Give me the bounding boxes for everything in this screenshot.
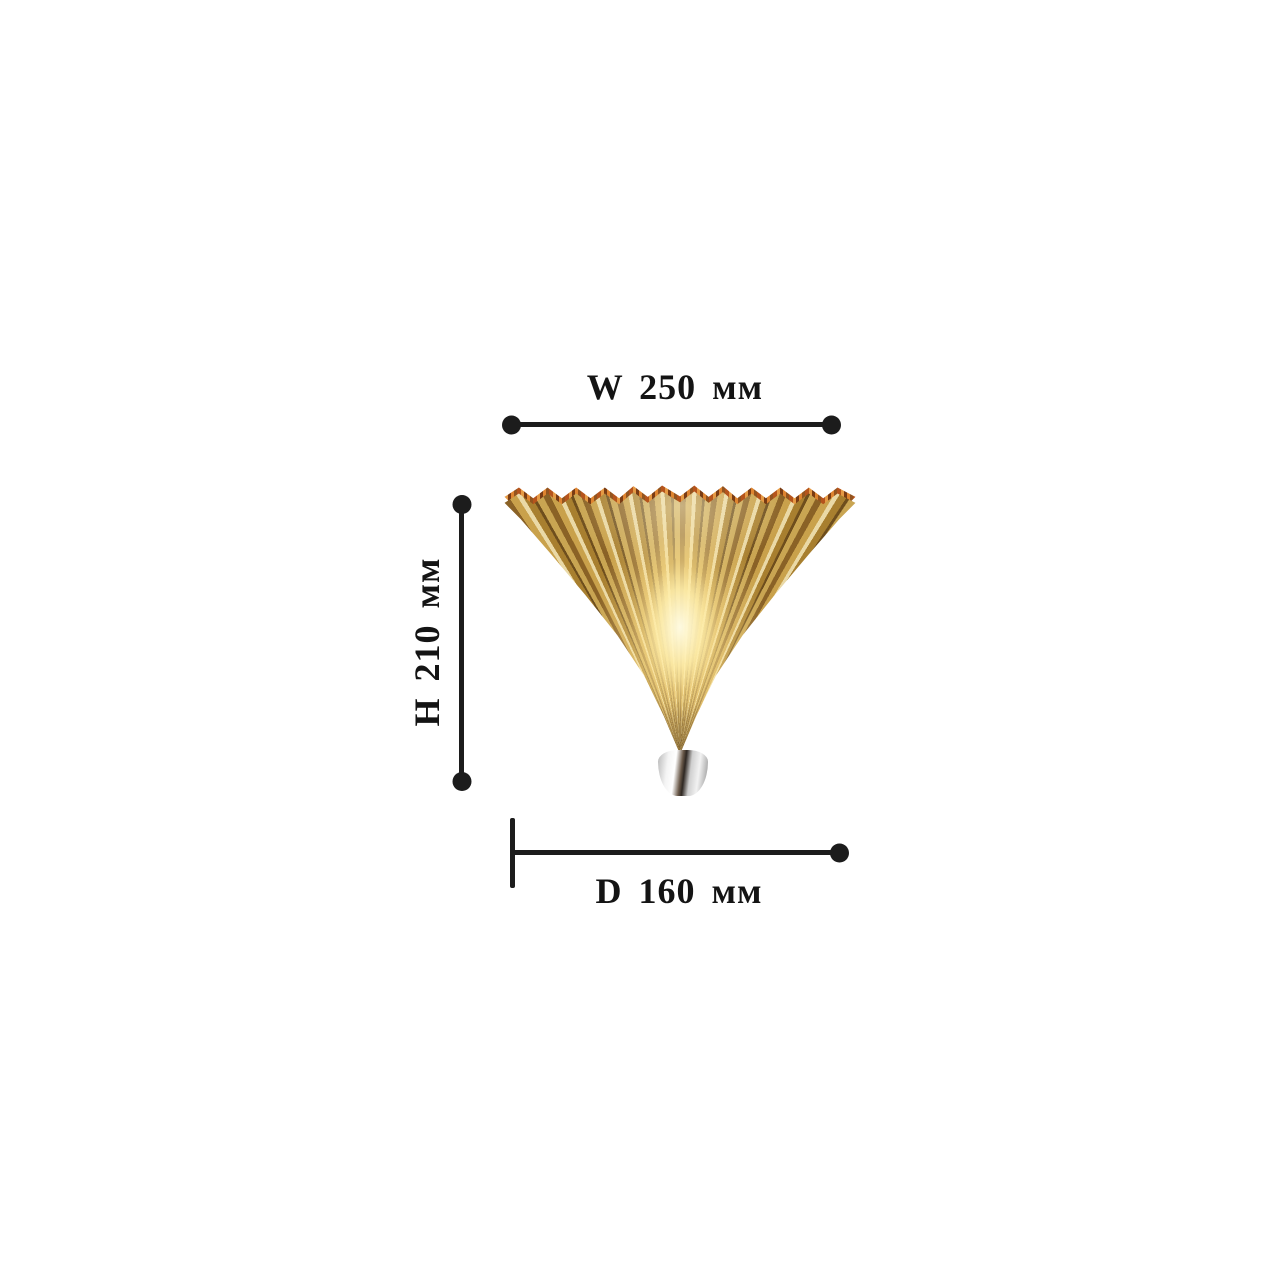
depth-label: D 160 мм <box>595 871 763 911</box>
width-label: W 250 мм <box>586 367 764 407</box>
dimension-endpoint-dot <box>452 495 471 514</box>
dimension-endpoint-dot <box>822 415 841 434</box>
dimension-endpoint-dot <box>502 415 521 434</box>
depth-dimension-line <box>510 817 849 888</box>
width-dimension-line <box>502 415 841 434</box>
dimension-endpoint-dot <box>452 772 471 791</box>
dimension-endpoint-tick <box>510 817 515 888</box>
height-label: H 210 мм <box>407 557 447 727</box>
lamp-shade <box>504 491 856 754</box>
height-dimension-line <box>452 495 471 791</box>
lamp-finial <box>658 750 708 796</box>
dimension-endpoint-dot <box>830 843 849 862</box>
